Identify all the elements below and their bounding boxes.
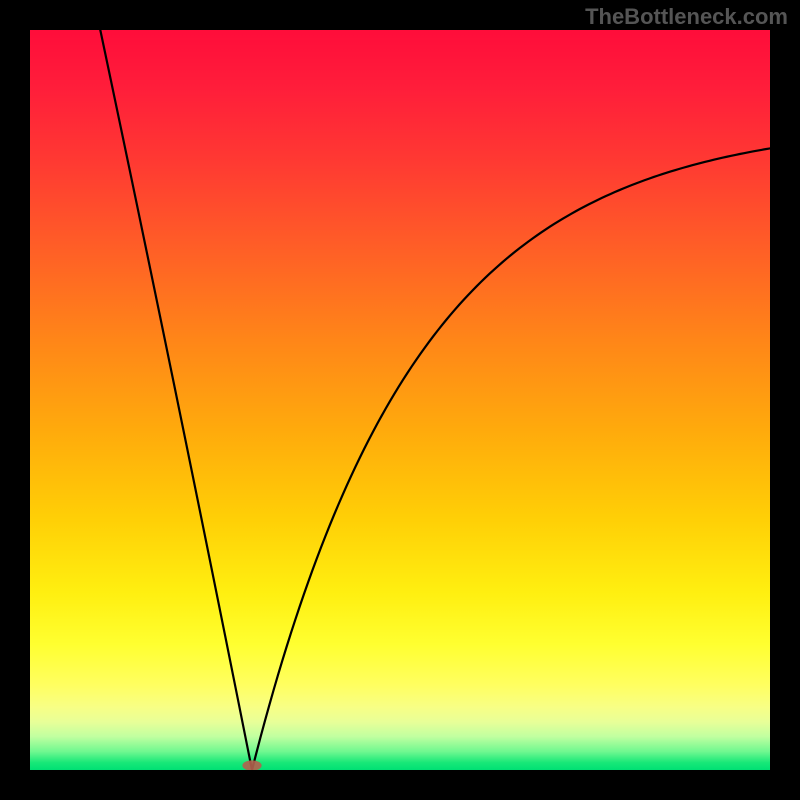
- figure-container: TheBottleneck.com: [0, 0, 800, 800]
- attribution-text: TheBottleneck.com: [585, 4, 788, 30]
- plot-svg: [30, 30, 770, 770]
- plot-area: [30, 30, 770, 770]
- plot-background: [30, 30, 770, 770]
